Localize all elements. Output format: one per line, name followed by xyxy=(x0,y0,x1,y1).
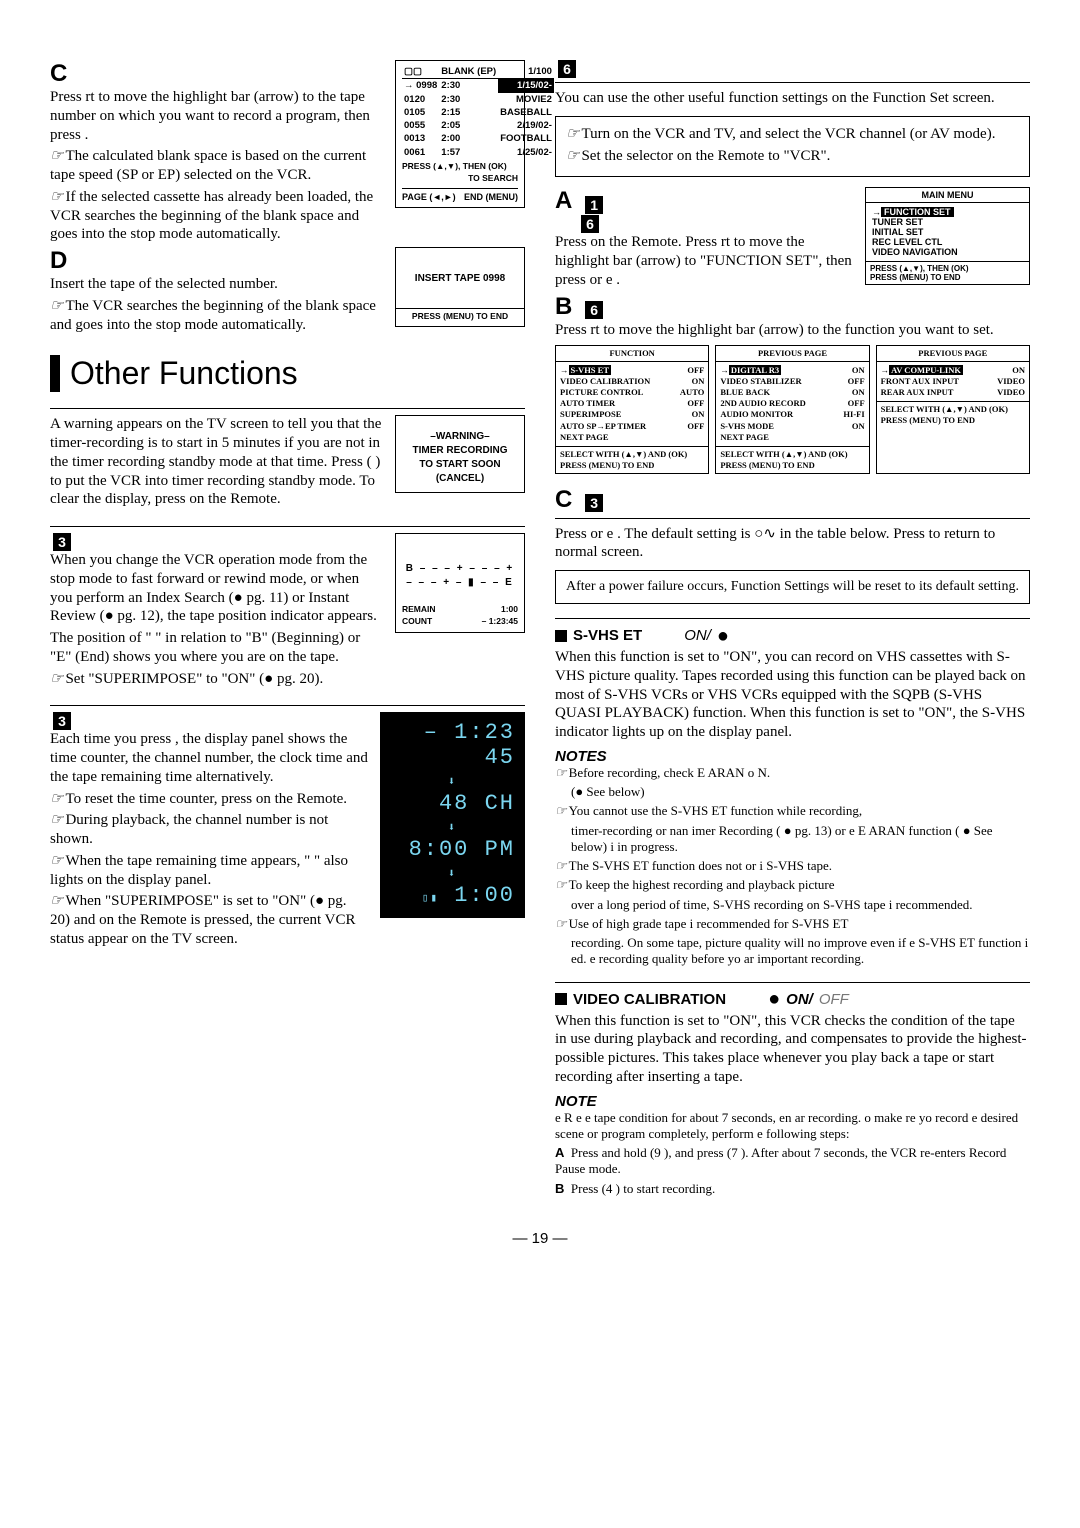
section-c2-label: C xyxy=(555,486,572,514)
tape-foot1: PRESS (▲,▼), THEN (OK) xyxy=(402,161,518,173)
calib-note-title: NOTE xyxy=(555,1093,1030,1110)
b-para: Press rt to move the highlight bar (arro… xyxy=(555,321,1030,340)
tape-foot3l: PAGE (◄,►) xyxy=(402,191,456,204)
mm-foot1: PRESS (▲,▼), THEN (OK) xyxy=(870,264,1025,273)
right-intro: You can use the other useful function se… xyxy=(555,89,1030,108)
power-failure-note: After a power failure occurs, Function S… xyxy=(555,570,1030,604)
disp-b3: When the tape remaining time appears, " … xyxy=(50,853,348,888)
panel-r2: 48 CH xyxy=(384,789,521,820)
section-c-label: C xyxy=(50,60,67,88)
other-functions-title: Other Functions xyxy=(50,355,525,392)
step-6c-icon: 6 xyxy=(585,301,603,319)
svhs-n4: To keep the highest recording and playba… xyxy=(569,877,835,892)
step-3a-icon: 3 xyxy=(53,533,71,551)
calib-stepB: Press (4 ) to start recording. xyxy=(571,1181,715,1196)
step-3b-icon: 3 xyxy=(53,712,71,730)
panel-r4: 1:00 xyxy=(454,883,515,908)
panel-r3: 8:00 PM xyxy=(384,835,521,866)
step-3c-icon: 3 xyxy=(585,494,603,512)
insert-foot: PRESS (MENU) TO END xyxy=(396,308,524,323)
warning-box: –WARNING– TIMER RECORDING TO START SOON … xyxy=(395,415,525,493)
svhs-n2b: timer-recording or nan imer Recording ( … xyxy=(555,823,1030,856)
warn-l1: –WARNING– xyxy=(402,430,518,444)
calib-on: ON/ xyxy=(786,991,813,1008)
step-1-icon: 1 xyxy=(585,196,603,214)
section-a-label: A xyxy=(555,187,572,215)
svhs-para: When this function is set to "ON", you c… xyxy=(555,648,1030,742)
disp-b2: During playback, the channel number is n… xyxy=(50,812,328,847)
warn-l3: TO START SOON xyxy=(402,458,518,472)
function-box: PREVIOUS PAGE→DIGITAL R3ONVIDEO STABILIZ… xyxy=(715,345,869,473)
square-icon xyxy=(555,630,567,642)
svhs-n3: The S-VHS ET function does not or i S-VH… xyxy=(569,858,832,873)
section-d-label: D xyxy=(50,247,67,275)
calib-stepA: Press and hold (9 ), and press (7 ). Aft… xyxy=(555,1145,1006,1176)
main-menu-title: MAIN MENU xyxy=(866,188,1029,203)
d-bullet1: The VCR searches the beginning of the bl… xyxy=(50,298,376,333)
pos-para3: Set "SUPERIMPOSE" to "ON" (● pg. 20). xyxy=(65,671,323,687)
intro-box: ☞Turn on the VCR and TV, and select the … xyxy=(555,116,1030,178)
insert-line1: INSERT TAPE 0998 xyxy=(402,272,518,286)
remain-l2: COUNT xyxy=(402,616,436,628)
svhs-on: ON/ xyxy=(684,627,711,644)
svhs-label: S‑VHS ET xyxy=(573,627,642,644)
calib-label: VIDEO CALIBRATION xyxy=(573,991,726,1008)
intro-b1: Turn on the VCR and TV, and select the V… xyxy=(581,126,995,142)
pos-para2: The position of " " in relation to "B" (… xyxy=(50,629,525,667)
warn-l4: (CANCEL) xyxy=(402,472,518,486)
calib-para: When this function is set to "ON", this … xyxy=(555,1012,1030,1087)
warn-l2: TIMER RECORDING xyxy=(402,444,518,458)
function-box: PREVIOUS PAGE→AV COMPU-LINKONFRONT AUX I… xyxy=(876,345,1030,473)
mm-foot2: PRESS (MENU) TO END xyxy=(870,273,1025,282)
disp-b1: To reset the time counter, press on the … xyxy=(65,791,347,807)
intro-b2: Set the selector on the Remote to "VCR". xyxy=(581,148,830,164)
c2-para: Press or e . The default setting is ○∿ i… xyxy=(555,525,1030,563)
left-column: ▢▢BLANK (EP)1/100→ 09982:301/15/02-01202… xyxy=(50,60,525,1200)
main-menu-box: MAIN MENU →FUNCTION SET TUNER SET INITIA… xyxy=(865,187,1030,285)
tape-table-box: ▢▢BLANK (EP)1/100→ 09982:301/15/02-01202… xyxy=(395,60,525,208)
square-icon-2 xyxy=(555,993,567,1005)
svhs-n5: Use of high grade tape i recommended for… xyxy=(569,916,849,931)
tape-bar: B – – – + – – – + – – – + – ▮ – – E xyxy=(402,562,518,590)
svhs-n1b: (● See below) xyxy=(555,784,1030,800)
panel-r1: – 1:23 45 xyxy=(384,718,521,774)
function-boxes-row: FUNCTION→S-VHS ETOFFVIDEO CALIBRATIONONP… xyxy=(555,345,1030,473)
svhs-notes-title: NOTES xyxy=(555,748,1030,765)
section-b-label: B xyxy=(555,293,572,321)
right-column: 6 You can use the other useful function … xyxy=(555,60,1030,1200)
tape-foot2: TO SEARCH xyxy=(402,173,518,185)
c-bullet1: The calculated blank space is based on t… xyxy=(50,148,366,183)
svhs-n1: Before recording, check E ARAN o N. xyxy=(569,765,770,780)
svhs-n5b: recording. On some tape, picture quality… xyxy=(555,935,1030,968)
step-6-icon: 6 xyxy=(558,60,576,78)
tape-pos-box: B – – – + – – – + – – – + – ▮ – – E REMA… xyxy=(395,533,525,633)
c-bullet2: If the selected cassette has already bee… xyxy=(50,189,373,243)
svhs-n4b: over a long period of time, S-VHS record… xyxy=(555,897,1030,913)
step-6b-icon: 6 xyxy=(581,215,599,233)
page-number: — 19 — xyxy=(50,1230,1030,1247)
remain-r1: 1:00 xyxy=(482,604,518,616)
function-box: FUNCTION→S-VHS ETOFFVIDEO CALIBRATIONONP… xyxy=(555,345,709,473)
remain-r2: – 1:23:45 xyxy=(482,616,518,628)
display-panel: – 1:23 45 ⬇ 48 CH ⬇ 8:00 PM ⬇ ▯▮ 1:00 xyxy=(380,712,525,918)
tape-foot3r: END (MENU) xyxy=(464,191,518,204)
calib-note-para: e R e e tape condition for about 7 secon… xyxy=(555,1110,1030,1143)
remain-l1: REMAIN xyxy=(402,604,436,616)
calib-off: OFF xyxy=(819,991,849,1008)
disp-b4: When "SUPERIMPOSE" is set to "ON" (● pg.… xyxy=(50,893,356,947)
insert-tape-box: INSERT TAPE 0998 PRESS (MENU) TO END xyxy=(395,247,525,327)
svhs-n2: You cannot use the S-VHS ET function whi… xyxy=(569,803,862,818)
